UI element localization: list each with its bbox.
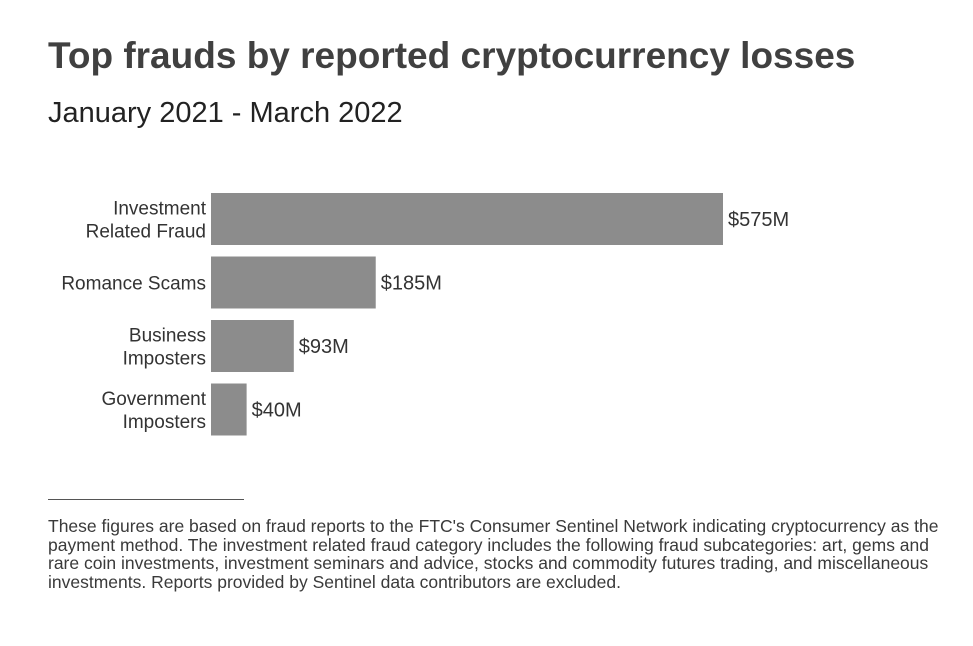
category-label-2: Business Imposters	[123, 326, 206, 370]
category-label-line: Government	[101, 389, 206, 410]
bar-3	[211, 383, 247, 436]
footnote-divider	[48, 499, 244, 500]
category-label-line: Imposters	[123, 412, 206, 433]
category-label-line: Related Fraud	[86, 222, 206, 243]
bar-value-label-0: $575M	[728, 209, 789, 231]
bar-chart: $575M Investment Related Fraud $185M Romance…	[61, 193, 789, 436]
chart-subtitle: January 2021 - March 2022	[48, 97, 403, 129]
category-label-0: Investment Related Fraud	[86, 199, 207, 243]
category-label-line: Investment	[113, 199, 207, 220]
bar-value-label-1: $185M	[381, 273, 442, 295]
bar-1	[211, 256, 376, 309]
bar-2	[211, 320, 294, 372]
category-label-line: Romance Scams	[61, 274, 206, 295]
bar-value-label-3: $40M	[252, 400, 302, 422]
chart-title: Top frauds by reported cryptocurrency lo…	[48, 35, 856, 76]
bar-value-label-2: $93M	[299, 336, 349, 358]
category-label-1: Romance Scams	[61, 274, 206, 295]
bar-0	[211, 193, 723, 245]
category-label-line: Business	[129, 326, 206, 347]
category-label-line: Imposters	[123, 349, 206, 370]
category-label-3: Government Imposters	[101, 389, 206, 433]
footnote-text: These figures are based on fraud reports…	[48, 516, 939, 592]
